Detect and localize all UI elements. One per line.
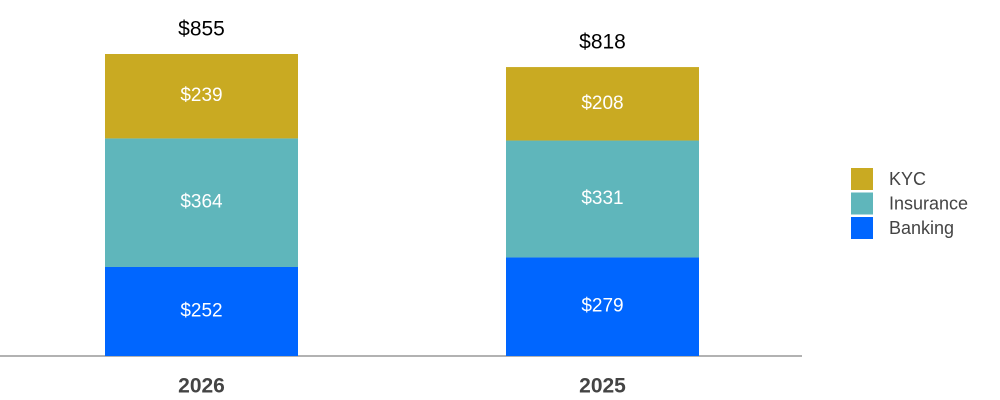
legend-swatch	[851, 217, 873, 239]
x-tick-label: 2025	[579, 375, 626, 398]
data-label: $252	[180, 301, 222, 322]
data-label: $331	[581, 188, 623, 209]
data-label: $364	[180, 192, 223, 213]
legend-label: Banking	[889, 218, 954, 238]
bar-segment	[506, 257, 699, 356]
bar-segment	[105, 266, 298, 356]
legend-label: KYC	[889, 169, 926, 189]
data-label: $208	[581, 93, 623, 114]
legend-label: Insurance	[889, 193, 968, 213]
legend-swatch	[851, 192, 873, 215]
total-label: $855	[178, 18, 225, 41]
bar-segment	[105, 54, 298, 139]
data-label: $279	[581, 296, 623, 317]
bar-segment	[506, 140, 699, 258]
total-label: $818	[579, 31, 626, 54]
x-tick-label: 2026	[178, 375, 225, 398]
legend-swatch	[851, 168, 873, 190]
bar-segment	[506, 67, 699, 141]
data-label: $239	[180, 85, 222, 106]
bar-segment	[105, 138, 298, 267]
